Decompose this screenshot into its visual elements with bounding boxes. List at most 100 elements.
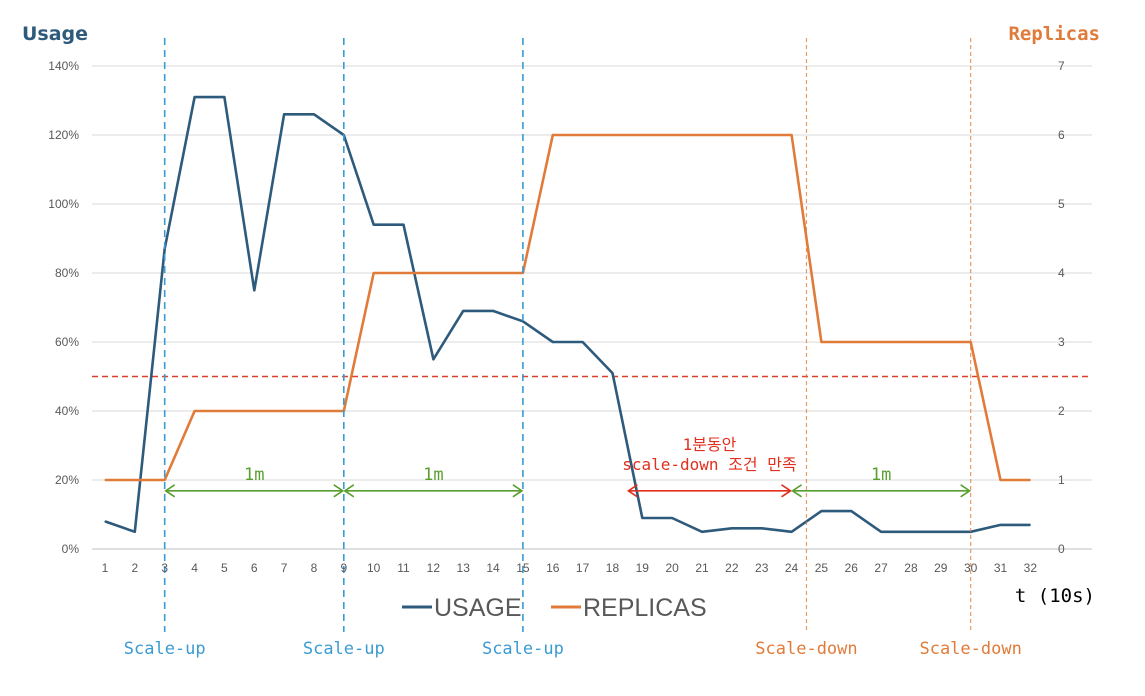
series-lines — [104, 95, 1031, 534]
point-replicas — [850, 341, 852, 343]
x-axis-title: t (10s) — [1015, 585, 1095, 607]
one-minute-span: 1m — [791, 465, 972, 498]
point-replicas — [134, 479, 136, 481]
x-tick-label: 12 — [427, 561, 441, 575]
span-arrowhead-right — [781, 484, 792, 498]
y-left-tick-label: 20% — [55, 473, 79, 487]
point-replicas — [641, 134, 643, 136]
x-tick-label: 7 — [281, 561, 288, 575]
y-left-tick-label: 120% — [48, 128, 79, 142]
span-label: 1m — [871, 465, 891, 485]
right-axis-title: Replicas — [1008, 23, 1100, 45]
point-usage — [761, 527, 763, 529]
point-usage — [910, 531, 912, 533]
x-tick-label: 18 — [606, 561, 620, 575]
point-usage — [701, 531, 703, 533]
point-usage — [492, 310, 494, 312]
point-usage — [223, 96, 225, 98]
point-usage — [582, 341, 584, 343]
point-replicas — [940, 341, 942, 343]
x-tick-label: 23 — [755, 561, 769, 575]
span-label: 1m — [244, 465, 264, 485]
point-replicas — [820, 341, 823, 343]
point-usage — [552, 341, 554, 343]
y-right-tick-label: 3 — [1058, 335, 1065, 349]
point-replicas — [761, 134, 763, 136]
point-replicas — [373, 272, 375, 274]
gridlines — [92, 65, 1092, 550]
x-tick-label: 24 — [785, 561, 799, 575]
x-tick-label: 13 — [457, 561, 471, 575]
point-replicas — [1029, 479, 1031, 481]
scale-up-label: Scale-up — [482, 639, 564, 659]
point-usage — [462, 310, 464, 312]
span-label: 1m — [423, 465, 443, 485]
x-tick-label: 15 — [516, 561, 530, 575]
point-replicas — [731, 134, 733, 136]
span-arrowhead-right — [512, 484, 524, 498]
point-replicas — [164, 479, 166, 481]
x-tick-label: 3 — [161, 561, 168, 575]
x-tick-label: 9 — [340, 561, 347, 575]
x-tick-label: 30 — [964, 561, 978, 575]
point-replicas — [910, 341, 912, 343]
point-replicas — [999, 479, 1002, 481]
point-usage — [104, 520, 106, 523]
x-tick-label: 2 — [132, 561, 139, 575]
series-line-replicas — [105, 133, 1031, 482]
point-replicas — [402, 272, 405, 274]
y-left-tick-label: 60% — [55, 335, 79, 349]
span-arrowhead-left — [791, 484, 802, 498]
series-line-usage — [104, 95, 1031, 534]
y-right-tick-label: 6 — [1058, 128, 1065, 142]
point-replicas — [492, 272, 494, 274]
point-usage — [999, 524, 1002, 526]
x-tick-label: 29 — [934, 561, 948, 575]
x-tick-label: 32 — [1024, 561, 1038, 575]
y-right-tick-label: 5 — [1058, 197, 1065, 211]
x-tick-label: 4 — [191, 561, 198, 575]
x-tick-label: 11 — [397, 561, 410, 575]
x-tick-label: 1 — [102, 561, 109, 575]
y-left-tick-label: 40% — [55, 404, 79, 418]
x-tick-label: 31 — [994, 561, 1008, 575]
point-replicas — [462, 272, 464, 274]
legend-label-usage: USAGE — [434, 594, 522, 622]
y-right-tick-label: 4 — [1058, 266, 1065, 280]
point-replicas — [432, 272, 434, 274]
point-replicas — [283, 410, 285, 412]
point-replicas — [193, 410, 196, 412]
x-tick-label: 27 — [874, 561, 888, 575]
y-right-tick-label: 0 — [1058, 542, 1065, 556]
span-label: 1분동안 — [683, 435, 737, 454]
x-tick-label: 6 — [251, 561, 258, 575]
point-replicas — [671, 134, 673, 136]
point-usage — [731, 527, 733, 529]
point-usage — [820, 510, 823, 512]
point-usage — [1029, 524, 1031, 526]
point-replicas — [582, 134, 584, 136]
scale-down-label: Scale-down — [755, 639, 857, 659]
one-minute-span: 1m — [164, 465, 345, 498]
x-tick-label: 20 — [665, 561, 679, 575]
point-replicas — [313, 410, 315, 412]
point-usage — [641, 517, 643, 519]
y-left-tick-label: 140% — [48, 59, 79, 73]
y-right-tick-label: 2 — [1058, 404, 1065, 418]
x-tick-label: 17 — [576, 561, 590, 575]
point-replicas — [552, 134, 554, 136]
x-tick-label: 19 — [636, 561, 650, 575]
point-usage — [313, 113, 315, 115]
y-right-tick-label: 1 — [1058, 473, 1065, 487]
point-usage — [850, 510, 852, 512]
point-usage — [283, 113, 285, 115]
x-tick-label: 14 — [486, 561, 500, 575]
point-usage — [671, 517, 673, 519]
legend-label-replicas: REPLICAS — [583, 594, 707, 622]
x-tick-label: 8 — [311, 561, 318, 575]
point-usage — [940, 531, 942, 533]
